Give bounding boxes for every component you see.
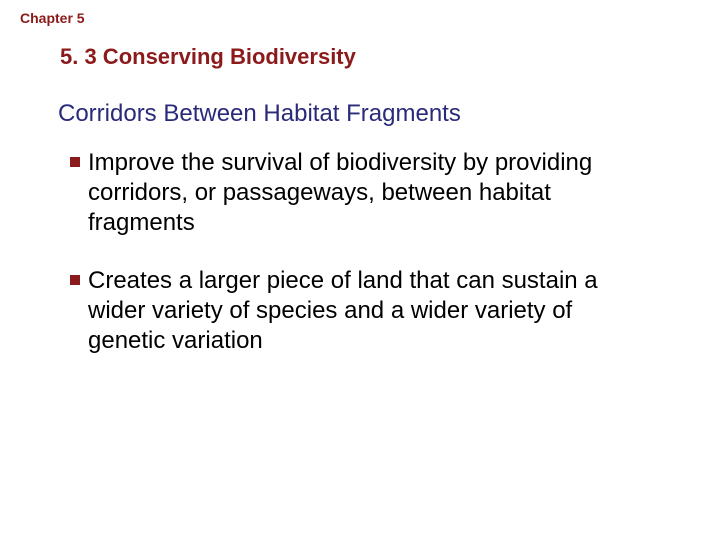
- bullet-list: Improve the survival of biodiversity by …: [70, 148, 700, 356]
- square-bullet-icon: [70, 157, 80, 167]
- bullet-text: Creates a larger piece of land that can …: [88, 266, 648, 356]
- bullet-item: Improve the survival of biodiversity by …: [70, 148, 700, 238]
- section-title: 5. 3 Conserving Biodiversity: [60, 44, 700, 70]
- bullet-item: Creates a larger piece of land that can …: [70, 266, 700, 356]
- chapter-label: Chapter 5: [20, 10, 700, 26]
- square-bullet-icon: [70, 275, 80, 285]
- slide: Chapter 5 5. 3 Conserving Biodiversity C…: [0, 0, 720, 540]
- bullet-text: Improve the survival of biodiversity by …: [88, 148, 648, 238]
- slide-subtitle: Corridors Between Habitat Fragments: [58, 100, 700, 128]
